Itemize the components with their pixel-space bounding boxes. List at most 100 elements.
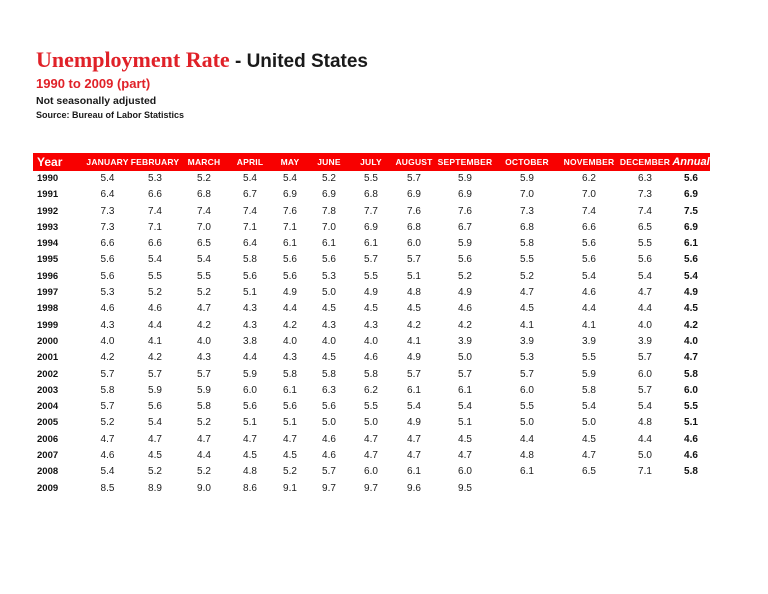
value-cell: 4.7 (364, 450, 378, 462)
value-cell: 5.4 (100, 173, 115, 184)
value-cell: 4.7 (407, 433, 421, 445)
value-cell: 8.9 (148, 482, 162, 494)
value-cell: 4.4 (197, 450, 211, 462)
value-cell: 6.1 (283, 238, 297, 250)
value-cell: 3.9 (582, 335, 596, 347)
value-cell: 9.1 (283, 482, 297, 494)
page-title-black: - United States (229, 51, 369, 72)
value-cell: 4.7 (582, 450, 596, 462)
value-cell: 6.8 (520, 221, 534, 233)
annual-cell: 4.9 (684, 287, 698, 299)
value-cell: 4.4 (283, 303, 297, 315)
value-cell: 6.8 (197, 189, 211, 201)
value-cell: 5.8 (197, 401, 211, 413)
value-cell: 4.1 (582, 319, 596, 331)
table-row: 2008 5.4 5.2 5.2 4.8 5.2 5.7 6.0 6.1 6.0 6.1 6.5 7.1… (33, 464, 710, 480)
value-cell: 9.7 (364, 482, 378, 494)
value-cell: 4.5 (243, 450, 257, 462)
value-cell: 4.5 (148, 450, 162, 462)
value-cell: 5.6 (322, 254, 336, 266)
value-cell: 5.3 (148, 173, 162, 184)
value-cell: 4.2 (197, 319, 211, 331)
value-cell: 6.9 (458, 189, 472, 201)
value-cell: 5.7 (364, 254, 378, 266)
value-cell: 6.7 (243, 189, 257, 201)
annual-cell: 5.6 (684, 254, 698, 266)
annual-cell: 4.6 (684, 433, 698, 445)
value-cell: 5.5 (638, 238, 652, 250)
table-row: 1993 7.3 7.1 7.0 7.1 7.1 7.0 6.9 6.8 6.7 6.8 6.6 6.5… (33, 220, 710, 236)
value-cell: 4.6 (364, 352, 378, 364)
annual-cell: 5.8 (684, 466, 698, 478)
value-cell: 4.6 (322, 433, 336, 445)
month-header-june: JUNE (308, 153, 350, 171)
value-cell (494, 481, 560, 497)
year-cell: 1991 (37, 189, 59, 201)
value-cell: 4.9 (458, 287, 472, 299)
value-cell: 7.0 (582, 189, 596, 201)
value-cell: 4.2 (100, 352, 115, 364)
value-cell: 5.3 (100, 287, 115, 299)
annual-cell: 5.5 (684, 401, 698, 413)
value-cell: 4.7 (148, 433, 162, 445)
value-cell: 4.7 (283, 433, 297, 445)
value-cell: 6.1 (407, 384, 421, 396)
year-cell: 1994 (37, 238, 59, 250)
year-cell: 1992 (37, 205, 59, 217)
value-cell: 6.1 (407, 466, 421, 478)
value-cell: 6.4 (100, 189, 115, 201)
value-cell: 5.4 (100, 466, 115, 478)
annual-cell: 6.1 (684, 238, 698, 250)
value-cell: 4.7 (407, 450, 421, 462)
value-cell: 6.1 (364, 238, 378, 250)
value-cell: 5.2 (197, 466, 211, 478)
value-cell: 5.4 (197, 254, 211, 266)
annual-cell (672, 481, 710, 497)
value-cell: 4.9 (283, 287, 297, 299)
value-cell: 5.5 (197, 270, 211, 282)
value-cell: 5.6 (243, 401, 257, 413)
value-cell: 4.6 (582, 287, 596, 299)
value-cell: 7.0 (322, 221, 336, 233)
value-cell: 7.4 (243, 205, 257, 217)
value-cell: 5.8 (100, 384, 115, 396)
table-row: 1998 4.6 4.6 4.7 4.3 4.4 4.5 4.5 4.5 4.6 4.5 4.4 4.4… (33, 301, 710, 317)
value-cell: 4.0 (100, 335, 115, 347)
value-cell: 4.2 (283, 319, 297, 331)
year-cell: 2004 (37, 401, 59, 413)
annual-cell: 5.4 (684, 270, 698, 282)
value-cell: 4.5 (458, 433, 472, 445)
value-cell: 7.1 (283, 221, 297, 233)
value-cell: 4.2 (458, 319, 472, 331)
value-cell: 4.7 (364, 433, 378, 445)
value-cell: 5.7 (197, 368, 211, 380)
annual-cell: 5.1 (684, 417, 698, 429)
value-cell: 6.3 (322, 384, 336, 396)
year-cell: 2009 (37, 482, 59, 494)
value-cell: 6.8 (407, 221, 421, 233)
value-cell: 6.2 (582, 173, 596, 184)
value-cell: 5.7 (407, 173, 421, 184)
value-cell: 4.0 (197, 335, 211, 347)
value-cell: 5.0 (520, 417, 534, 429)
month-header-september: SEPTEMBER (436, 153, 494, 171)
value-cell: 5.6 (458, 254, 472, 266)
value-cell: 7.4 (638, 205, 652, 217)
table-row: 1994 6.6 6.6 6.5 6.4 6.1 6.1 6.1 6.0 5.9 5.8 5.6 5.5… (33, 236, 710, 252)
table-row: 1991 6.4 6.6 6.8 6.7 6.9 6.9 6.8 6.9 6.9 7.0 7.0 7.3… (33, 187, 710, 203)
value-cell: 9.7 (322, 482, 336, 494)
value-cell: 4.0 (283, 335, 297, 347)
annual-cell: 5.6 (684, 173, 698, 184)
value-cell: 5.7 (520, 368, 534, 380)
table-row: 2004 5.7 5.6 5.8 5.6 5.6 5.6 5.5 5.4 5.4 5.5 5.4 5.4… (33, 399, 710, 415)
value-cell: 5.3 (520, 352, 534, 364)
value-cell: 4.8 (243, 466, 257, 478)
value-cell: 7.6 (458, 205, 472, 217)
value-cell: 5.5 (520, 254, 534, 266)
value-cell: 6.1 (283, 384, 297, 396)
value-cell: 7.3 (100, 221, 115, 233)
value-cell: 7.0 (520, 189, 534, 201)
value-cell: 6.6 (582, 221, 596, 233)
value-cell: 7.1 (243, 221, 257, 233)
